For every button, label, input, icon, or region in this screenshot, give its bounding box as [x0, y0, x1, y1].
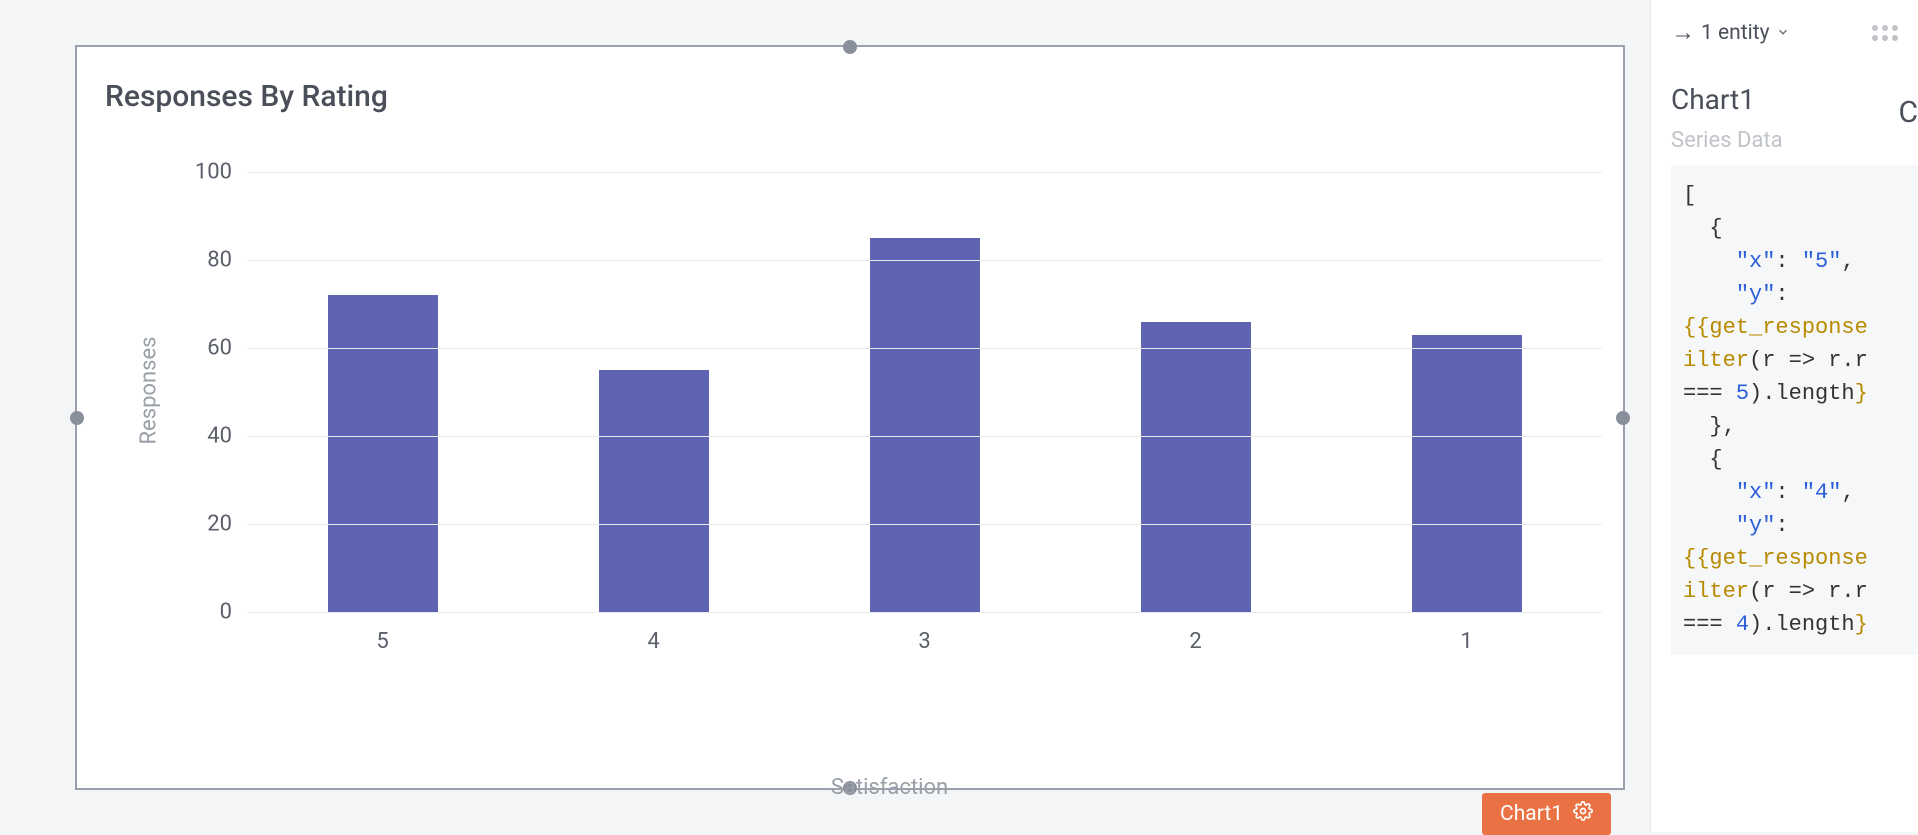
ytick-label: 0 [177, 600, 232, 625]
chart-title: Responses By Rating [77, 47, 1623, 114]
entity-selector[interactable]: → 1 entity [1671, 18, 1790, 47]
gridline [247, 348, 1602, 349]
plot-area: 54321 020406080100 [177, 172, 1602, 612]
panel-header: → 1 entity [1651, 0, 1918, 51]
gridline [247, 172, 1602, 173]
properties-panel: → 1 entity C Chart1 Series Data [ { "x":… [1650, 0, 1918, 832]
xtick-label: 4 [647, 629, 659, 654]
bar[interactable] [1412, 335, 1522, 612]
widget-badge[interactable]: Chart1 [1482, 793, 1611, 835]
series-data-label: Series Data [1651, 116, 1918, 153]
ytick-label: 80 [177, 248, 232, 273]
panel-chart-name: Chart1 [1651, 51, 1918, 116]
canvas-area[interactable]: Responses By Rating Responses 54321 0204… [0, 0, 1650, 832]
widget-badge-label: Chart1 [1500, 802, 1563, 826]
chevron-down-icon [1776, 21, 1790, 45]
gear-icon [1573, 801, 1593, 827]
xtick-label: 1 [1460, 629, 1472, 654]
chart-widget[interactable]: Responses By Rating Responses 54321 0204… [75, 45, 1625, 790]
ytick-label: 40 [177, 424, 232, 449]
bars-container: 54321 [247, 172, 1602, 612]
resize-handle-left[interactable] [70, 411, 84, 425]
gridline [247, 436, 1602, 437]
resize-handle-top[interactable] [843, 40, 857, 54]
xaxis-label: Satisfaction [831, 775, 948, 800]
xtick-label: 3 [918, 629, 930, 654]
chart-body: Responses 54321 020406080100 Satisfactio… [177, 172, 1602, 692]
gridline [247, 524, 1602, 525]
ytick-label: 20 [177, 512, 232, 537]
bar-slot: 1 [1331, 172, 1602, 612]
arrow-right-icon: → [1671, 18, 1695, 47]
ytick-label: 60 [177, 336, 232, 361]
drag-handle-icon[interactable] [1872, 25, 1898, 41]
gridline [247, 612, 1602, 613]
series-data-code[interactable]: [ { "x": "5", "y": {{get_response ilter(… [1671, 165, 1918, 655]
resize-handle-right[interactable] [1616, 411, 1630, 425]
xtick-label: 5 [376, 629, 388, 654]
gridline [247, 260, 1602, 261]
bar[interactable] [328, 295, 438, 612]
bar[interactable] [870, 238, 980, 612]
yaxis-label: Responses [137, 336, 162, 444]
ytick-label: 100 [177, 160, 232, 185]
xtick-label: 2 [1189, 629, 1201, 654]
bar-slot: 4 [518, 172, 789, 612]
entity-count-label: 1 entity [1701, 21, 1770, 45]
bar-slot: 5 [247, 172, 518, 612]
bar[interactable] [599, 370, 709, 612]
panel-section-cutoff: C [1896, 95, 1918, 130]
bar-slot: 2 [1060, 172, 1331, 612]
bar[interactable] [1141, 322, 1251, 612]
bar-slot: 3 [789, 172, 1060, 612]
